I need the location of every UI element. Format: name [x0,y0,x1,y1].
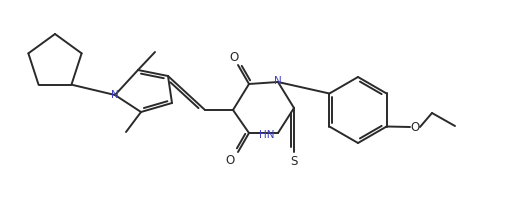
Text: O: O [226,153,235,167]
Text: S: S [290,155,298,167]
Text: O: O [230,51,239,63]
Text: O: O [410,121,420,133]
Text: HN: HN [259,130,274,140]
Text: N: N [274,76,282,86]
Text: N: N [111,90,119,100]
